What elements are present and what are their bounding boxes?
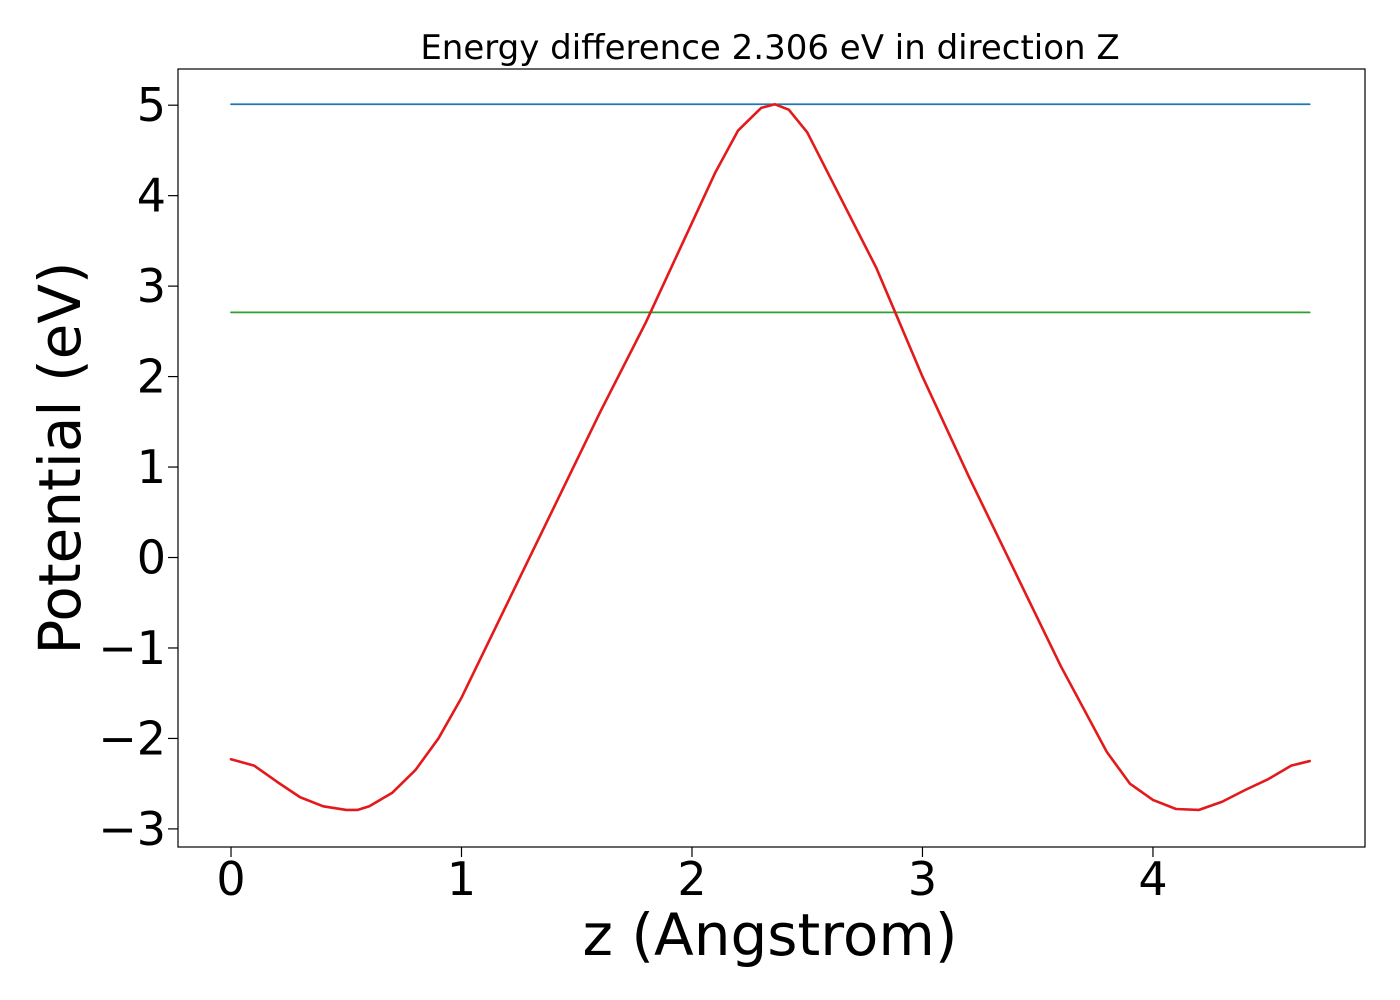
y-tick-label: 1 (137, 440, 166, 494)
y-axis: −3 −2 −1 0 1 2 3 4 5 (98, 78, 178, 856)
y-tick-label: 3 (137, 259, 166, 313)
plot-frame (177, 68, 1366, 848)
chart-title: Energy difference 2.306 eV in direction … (420, 28, 1119, 68)
x-tick-label: 1 (447, 852, 476, 906)
x-axis-label: z (Angstrom) (583, 901, 958, 969)
y-tick-label: −3 (98, 802, 166, 856)
y-tick-label: 4 (137, 169, 166, 223)
y-axis-label: Potential (eV) (26, 261, 94, 654)
x-tick-label: 3 (908, 852, 937, 906)
y-tick-label: −2 (98, 711, 166, 765)
y-tick-label: 2 (137, 350, 166, 404)
y-tick-label: −1 (98, 621, 166, 675)
y-tick-label: 5 (137, 78, 166, 132)
x-tick-label: 2 (677, 852, 706, 906)
series-layer (229, 102, 1311, 812)
y-tick-label: 0 (137, 531, 166, 585)
x-axis: 0 1 2 3 4 (216, 847, 1168, 906)
x-tick-label: 4 (1138, 852, 1167, 906)
series-red-line (229, 102, 1311, 812)
x-tick-label: 0 (216, 852, 245, 906)
